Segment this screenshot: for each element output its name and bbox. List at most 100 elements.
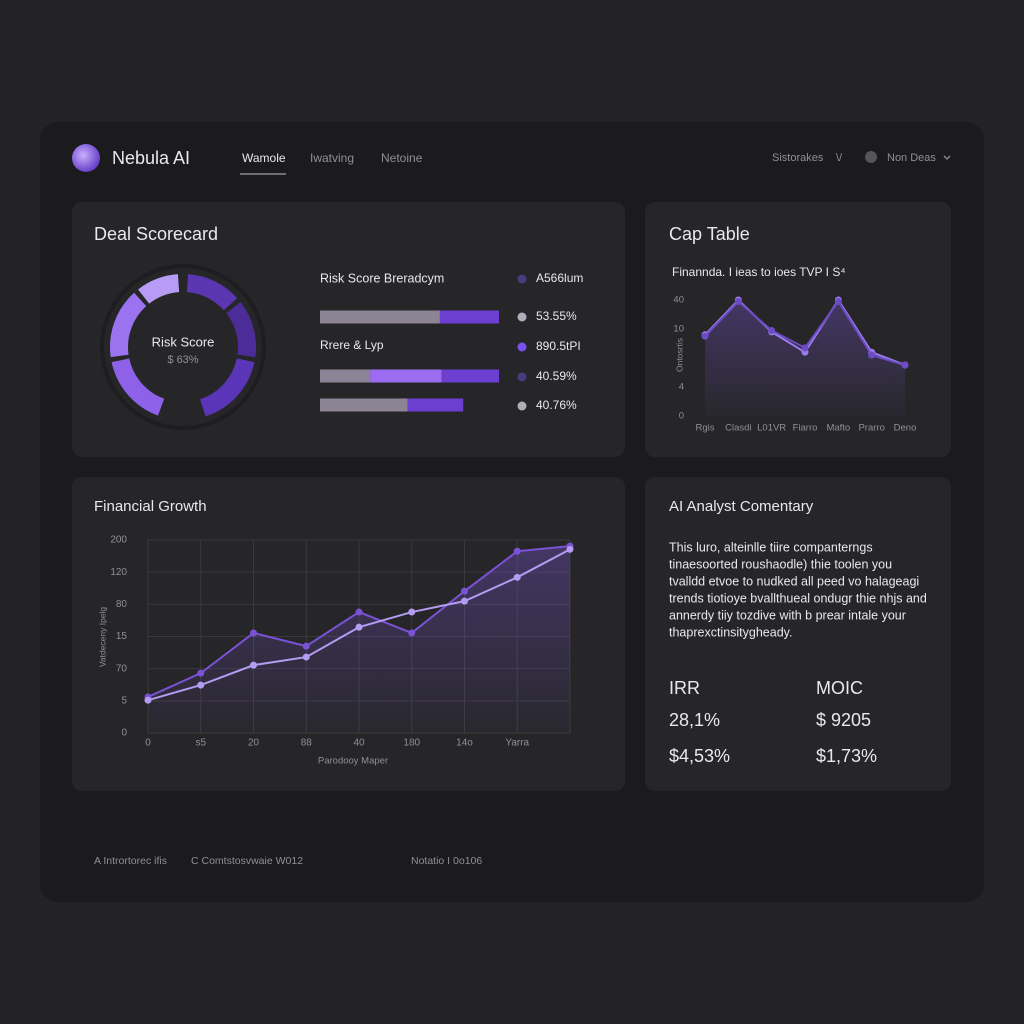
y-tick-label: 10 — [673, 324, 684, 335]
x-axis-label: Parodooy Maper — [318, 756, 388, 767]
logo[interactable] — [72, 144, 100, 172]
panel-title: AI Analyst Comentary — [669, 498, 814, 515]
y-axis-label: Ontosrtis — [674, 338, 684, 372]
commentary-text: This luro, alteinlle tiire companterngs t… — [669, 540, 927, 639]
header-link[interactable]: Non Deas — [887, 152, 936, 164]
bar-segment — [370, 369, 442, 383]
metric-value: $ 9205 — [816, 710, 871, 730]
y-tick-label: 120 — [110, 567, 127, 578]
cap-table-chart: Cap Table Finannda. I ieas to ioes TVP I … — [669, 224, 916, 434]
point — [768, 326, 776, 334]
legend-label: 53.55% — [536, 309, 577, 323]
footer-text: A Intrortorec ifis — [94, 855, 167, 867]
x-tick-label: 40 — [353, 738, 365, 749]
gauge-segment — [226, 302, 256, 358]
legend-dot — [517, 274, 527, 284]
x-tick-label: L01VR — [757, 423, 786, 434]
x-tick-label: Clasdi — [725, 423, 751, 434]
metric-value: $1,73% — [816, 746, 877, 766]
legend: A566lum 53.55% 890.5tPI 40.59% 40.76% — [517, 271, 583, 412]
footer-text: C Comtstosvwaie W012 — [191, 855, 303, 867]
metric-label: MOIC — [816, 678, 863, 698]
x-tick-label: 180 — [403, 738, 420, 749]
header-sep: \/ — [836, 152, 843, 164]
commentary-line: annerdy tiiy tozdive with b prear intale… — [669, 608, 906, 622]
nav-item[interactable]: Iwatving — [310, 151, 354, 165]
x-tick-label: 20 — [248, 738, 260, 749]
point — [513, 573, 521, 581]
y-tick-label: 200 — [110, 535, 127, 546]
point — [302, 642, 310, 650]
metric-label: IRR — [669, 678, 700, 698]
bar-segment — [320, 310, 440, 324]
y-tick-label: 0 — [679, 411, 684, 422]
point — [408, 629, 416, 637]
y-tick-label: 80 — [116, 599, 128, 610]
point — [250, 629, 257, 637]
growth-chart: Financial Growth 0 5 70 15 80 120 200 0 s5 20 88 40 1… — [94, 498, 574, 767]
legend-label: 40.76% — [536, 398, 577, 412]
bar-segment — [441, 369, 499, 383]
x-tick-label: Rgis — [695, 423, 714, 434]
point — [355, 623, 363, 631]
panel-title: Deal Scorecard — [94, 224, 218, 244]
legend-label: A566lum — [536, 271, 583, 285]
chevron[interactable] — [943, 155, 951, 160]
panel — [645, 477, 951, 791]
point — [834, 297, 842, 305]
x-tick-label: Yarra — [505, 738, 529, 749]
y-tick-label: 70 — [116, 663, 128, 674]
panel — [72, 202, 625, 457]
commentary-line: tvalldd etvoe to nudked all peed vo hala… — [669, 574, 919, 588]
point — [901, 361, 909, 369]
nav-item[interactable]: Wamole — [242, 151, 286, 165]
gauge-value: $ 63% — [167, 354, 198, 366]
gauge-segment — [111, 358, 165, 416]
metric-value: $4,53% — [669, 746, 730, 766]
x-tick-label: 14o — [456, 738, 473, 749]
legend-dot — [517, 372, 527, 382]
brand[interactable]: Nebula AI — [112, 148, 190, 168]
point — [461, 587, 468, 595]
x-tick-label: 88 — [301, 738, 313, 749]
x-tick-label: Deno — [894, 423, 917, 434]
point — [302, 653, 310, 661]
chart-title: Financial Growth — [94, 498, 207, 515]
gauge-segment — [138, 274, 180, 304]
y-tick-label: 0 — [121, 728, 127, 739]
metric-value: 28,1% — [669, 710, 720, 730]
gauge — [110, 274, 256, 417]
header-link[interactable]: Sistorakes — [772, 152, 824, 164]
gauge-segment — [199, 358, 255, 417]
legend-dot — [517, 342, 527, 352]
y-tick-label: 4 — [679, 382, 684, 393]
x-tick-label: Prarro — [858, 423, 884, 434]
chart-title: Cap Table — [669, 224, 750, 244]
bar-segment — [320, 369, 371, 383]
gauge-label: Risk Score — [152, 334, 215, 349]
x-tick-label: 0 — [145, 738, 151, 749]
point — [566, 545, 574, 553]
commentary-line: tinaesoorted roushaodle) thie toolen you — [669, 557, 892, 571]
nav-underline — [240, 173, 286, 175]
point — [868, 351, 876, 359]
y-tick-label: 5 — [121, 695, 127, 706]
nav-item[interactable]: Netoine — [381, 151, 423, 165]
point — [197, 681, 205, 689]
gauge-ring — [100, 264, 266, 430]
bar-label: Rrere & Lyp — [320, 338, 384, 352]
bar-segment — [407, 398, 464, 412]
gauge-segment — [186, 274, 238, 311]
y-tick-label: 40 — [673, 295, 684, 306]
legend-dot — [517, 312, 527, 322]
point — [461, 597, 468, 605]
point — [197, 669, 205, 677]
y-axis-label: Vatdeceny Ipelg — [97, 607, 107, 668]
legend-label: 890.5tPI — [536, 339, 581, 353]
user-icon[interactable] — [865, 151, 877, 163]
commentary-line: trends tiotioye bvallthueal ondugr thie … — [669, 591, 927, 605]
legend-dot — [517, 401, 527, 411]
point — [355, 608, 363, 616]
